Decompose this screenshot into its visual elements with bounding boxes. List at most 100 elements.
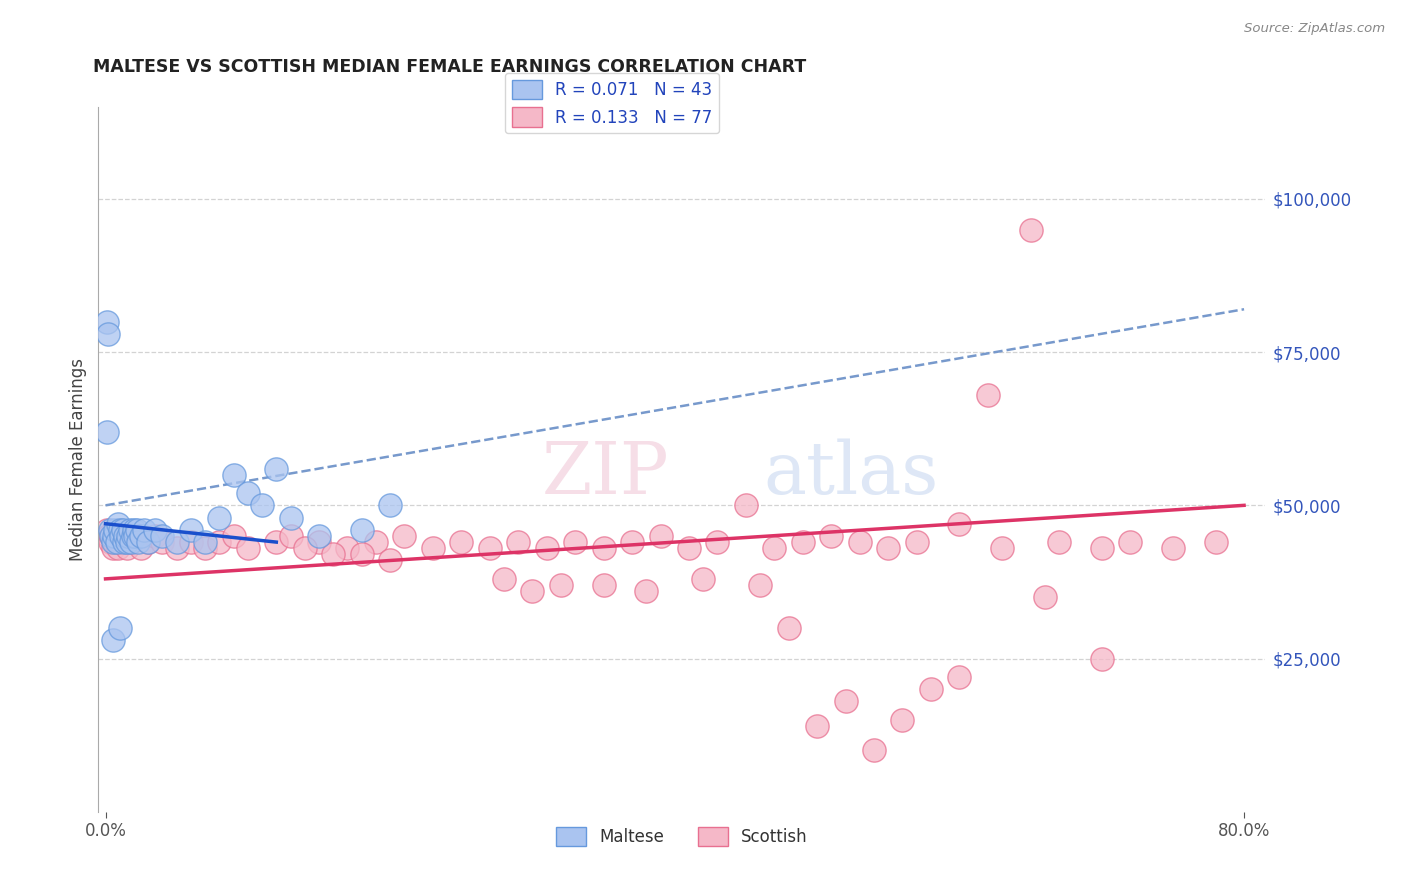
Point (350, 547, 373, 561)
Point (380, 499, 402, 513)
Point (208, 535, 231, 549)
Point (136, 535, 159, 549)
Point (1019, 222, 1042, 236)
Point (1161, 541, 1184, 556)
Point (118, 523, 141, 537)
Point (127, 535, 149, 549)
Point (129, 529, 152, 543)
Point (650, 529, 672, 543)
Point (222, 529, 245, 543)
Point (478, 541, 501, 556)
Point (394, 529, 416, 543)
Point (111, 523, 134, 537)
Point (877, 541, 900, 556)
Point (1119, 535, 1142, 549)
Point (97, 326, 120, 341)
Point (115, 541, 138, 556)
Point (522, 584, 544, 599)
Point (1205, 535, 1227, 549)
Point (110, 529, 132, 543)
Point (152, 529, 174, 543)
Point (96, 425, 118, 439)
Point (124, 529, 146, 543)
Point (834, 694, 856, 708)
Point (1033, 591, 1056, 605)
Point (103, 529, 125, 543)
Text: Source: ZipAtlas.com: Source: ZipAtlas.com (1244, 22, 1385, 36)
Point (308, 529, 330, 543)
Point (920, 682, 942, 697)
Point (105, 535, 128, 549)
Point (364, 535, 387, 549)
Point (792, 535, 814, 549)
Point (112, 535, 135, 549)
Point (308, 535, 330, 549)
Point (108, 621, 131, 635)
Point (266, 535, 288, 549)
Point (692, 572, 714, 586)
Point (103, 535, 125, 549)
Point (129, 541, 152, 556)
Legend: Maltese, Scottish: Maltese, Scottish (550, 821, 814, 853)
Point (250, 499, 273, 513)
Point (905, 535, 928, 549)
Point (380, 553, 402, 567)
Point (820, 529, 842, 543)
Point (114, 529, 136, 543)
Point (492, 572, 515, 586)
Point (564, 535, 586, 549)
Point (236, 541, 259, 556)
Point (849, 535, 872, 549)
Point (143, 523, 166, 537)
Point (132, 523, 155, 537)
Point (101, 541, 124, 556)
Point (236, 486, 259, 500)
Point (948, 670, 970, 684)
Point (104, 523, 127, 537)
Point (117, 529, 139, 543)
Point (621, 535, 644, 549)
Point (948, 516, 970, 531)
Point (1091, 651, 1114, 665)
Point (294, 541, 316, 556)
Point (778, 621, 800, 635)
Point (111, 529, 134, 543)
Point (1091, 541, 1114, 556)
Point (125, 523, 148, 537)
Point (991, 541, 1014, 556)
Point (322, 547, 344, 561)
Point (422, 541, 444, 556)
Point (1047, 535, 1070, 549)
Point (108, 535, 131, 549)
Point (749, 578, 772, 592)
Point (120, 535, 142, 549)
Point (101, 633, 124, 648)
Y-axis label: Median Female Earnings: Median Female Earnings (69, 358, 87, 561)
Point (550, 578, 572, 592)
Point (96, 314, 118, 328)
Point (508, 535, 530, 549)
Point (166, 541, 188, 556)
Point (180, 523, 202, 537)
Point (180, 535, 202, 549)
Point (763, 541, 786, 556)
Point (107, 516, 129, 531)
Point (222, 467, 245, 482)
Point (863, 743, 886, 757)
Point (98, 535, 121, 549)
Point (891, 713, 914, 727)
Point (143, 529, 166, 543)
Point (104, 529, 127, 543)
Point (280, 510, 302, 524)
Point (121, 529, 143, 543)
Point (194, 541, 217, 556)
Point (122, 529, 145, 543)
Point (350, 523, 373, 537)
Point (280, 529, 302, 543)
Point (208, 510, 231, 524)
Point (678, 541, 700, 556)
Point (806, 719, 828, 733)
Point (735, 499, 758, 513)
Point (108, 523, 131, 537)
Point (266, 461, 288, 475)
